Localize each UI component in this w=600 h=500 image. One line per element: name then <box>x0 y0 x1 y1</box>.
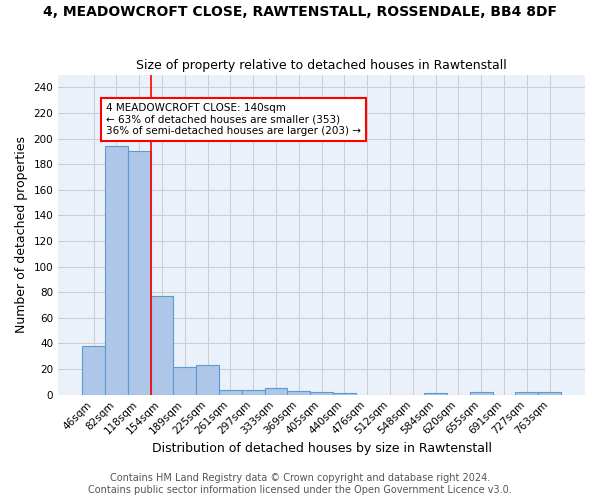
Bar <box>310 392 333 394</box>
Bar <box>219 390 242 394</box>
Bar <box>265 388 287 394</box>
Bar <box>82 346 105 395</box>
Bar <box>151 296 173 394</box>
Bar <box>287 391 310 394</box>
Bar <box>196 366 219 394</box>
Bar <box>515 392 538 394</box>
Bar <box>242 390 265 394</box>
Bar <box>128 152 151 394</box>
Text: 4 MEADOWCROFT CLOSE: 140sqm
← 63% of detached houses are smaller (353)
36% of se: 4 MEADOWCROFT CLOSE: 140sqm ← 63% of det… <box>106 102 361 136</box>
Text: Contains HM Land Registry data © Crown copyright and database right 2024.
Contai: Contains HM Land Registry data © Crown c… <box>88 474 512 495</box>
Bar <box>470 392 493 394</box>
Y-axis label: Number of detached properties: Number of detached properties <box>15 136 28 333</box>
Bar <box>173 366 196 394</box>
Title: Size of property relative to detached houses in Rawtenstall: Size of property relative to detached ho… <box>136 59 507 72</box>
Bar <box>538 392 561 394</box>
Text: 4, MEADOWCROFT CLOSE, RAWTENSTALL, ROSSENDALE, BB4 8DF: 4, MEADOWCROFT CLOSE, RAWTENSTALL, ROSSE… <box>43 5 557 19</box>
Bar <box>105 146 128 394</box>
X-axis label: Distribution of detached houses by size in Rawtenstall: Distribution of detached houses by size … <box>152 442 491 455</box>
